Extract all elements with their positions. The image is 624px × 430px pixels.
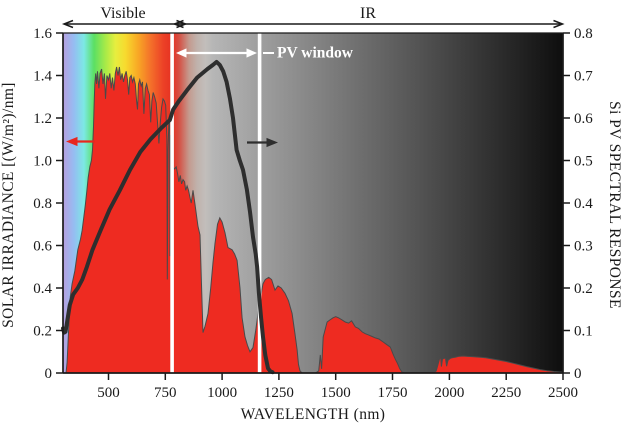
chart-canvas: 5007501000125015001750200022502500 1.61.… bbox=[0, 0, 624, 430]
x-tick-label: 2500 bbox=[548, 385, 578, 401]
ir-region-label: IR bbox=[360, 5, 376, 22]
x-tick-label: 750 bbox=[154, 385, 177, 401]
visible-region-label: Visible bbox=[100, 5, 145, 22]
x-tick-label: 1250 bbox=[264, 385, 294, 401]
right-tick-label: 0.7 bbox=[574, 69, 593, 85]
x-tick-label: 2250 bbox=[491, 385, 521, 401]
left-tick-label: 0 bbox=[45, 366, 53, 382]
left-tick-label: 0.6 bbox=[33, 239, 52, 255]
pv-window-label: PV window bbox=[277, 45, 354, 62]
right-tick-label: 0.6 bbox=[574, 111, 593, 127]
x-axis-ticks: 500 750 1000 1250 1500 1750 2000 2250 2500 bbox=[97, 373, 578, 401]
x-axis-title: WAVELENGTH (nm) bbox=[241, 406, 386, 423]
left-axis-ticks: 1.6 1.4 1.2 1.0 0.8 0.6 0.4 0.2 0 bbox=[33, 26, 63, 382]
right-tick-label: 0.4 bbox=[574, 196, 593, 212]
left-tick-label: 1.0 bbox=[33, 154, 52, 170]
x-tick-label: 1500 bbox=[321, 385, 351, 401]
right-tick-label: 0 bbox=[574, 366, 582, 382]
left-tick-label: 0.4 bbox=[33, 281, 52, 297]
right-axis-ticks: 0.8 0.7 0.6 0.5 0.4 0.3 0.2 0.1 0 bbox=[563, 26, 593, 382]
solar-spectrum-pv-response-figure: 5007501000125015001750200022502500 1.61.… bbox=[0, 0, 624, 430]
right-axis-title: Si PV SPECTRAL RESPONSE bbox=[606, 101, 623, 309]
left-tick-label: 1.6 bbox=[33, 26, 52, 42]
left-tick-label: 1.4 bbox=[33, 69, 52, 85]
left-tick-label: 1.2 bbox=[33, 111, 52, 127]
right-tick-label: 0.5 bbox=[574, 154, 593, 170]
left-tick-label: 0.8 bbox=[33, 196, 52, 212]
x-tick-label: 500 bbox=[97, 385, 120, 401]
right-tick-label: 0.2 bbox=[574, 281, 593, 297]
left-tick-label: 0.2 bbox=[33, 324, 52, 340]
right-tick-label: 0.3 bbox=[574, 239, 593, 255]
right-tick-label: 0.1 bbox=[574, 324, 593, 340]
left-axis-title: SOLAR IRRADIANCE [(W/m²)/nm] bbox=[0, 82, 17, 328]
right-tick-label: 0.8 bbox=[574, 26, 593, 42]
x-tick-label: 1750 bbox=[378, 385, 408, 401]
x-tick-label: 2000 bbox=[434, 385, 464, 401]
x-tick-label: 1000 bbox=[207, 385, 237, 401]
